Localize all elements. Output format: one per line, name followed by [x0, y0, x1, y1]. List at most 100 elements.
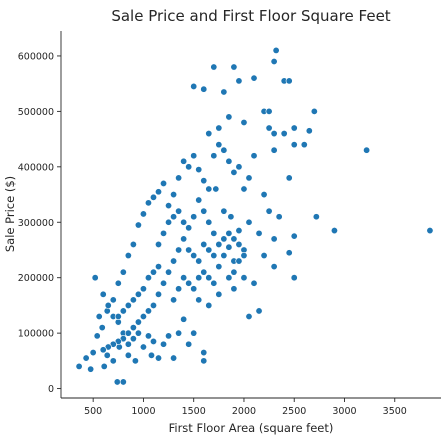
data-point — [95, 313, 103, 321]
data-point — [200, 207, 208, 215]
data-point — [180, 315, 188, 323]
data-point — [155, 240, 163, 248]
data-point — [220, 252, 228, 260]
data-point — [200, 349, 208, 357]
data-point — [195, 257, 203, 265]
data-point — [180, 157, 188, 165]
data-point — [131, 357, 139, 365]
x-tick-label: 3000 — [332, 406, 356, 417]
data-point — [235, 77, 243, 85]
data-point — [195, 196, 203, 204]
data-point — [275, 213, 283, 221]
data-point — [225, 157, 233, 165]
data-point — [165, 202, 173, 210]
y-tick-label: 100000 — [18, 329, 54, 340]
data-point — [280, 130, 288, 138]
data-point — [82, 354, 90, 362]
data-point — [149, 268, 157, 276]
data-point — [190, 152, 198, 160]
data-point — [109, 357, 117, 365]
data-point — [225, 229, 233, 237]
data-point — [235, 163, 243, 171]
data-point — [265, 207, 273, 215]
data-point — [129, 324, 137, 332]
data-point — [200, 177, 208, 185]
data-point — [240, 185, 248, 193]
data-point — [240, 274, 248, 282]
data-point — [426, 227, 434, 235]
data-point — [230, 235, 238, 243]
data-point — [200, 357, 208, 365]
data-point — [330, 227, 338, 235]
data-point — [250, 152, 258, 160]
chart-title: Sale Price and First Floor Square Feet — [111, 7, 390, 25]
data-point — [129, 335, 137, 343]
data-point — [210, 229, 218, 237]
data-point — [265, 107, 273, 115]
data-point — [245, 174, 253, 182]
data-point — [290, 141, 298, 149]
data-point — [225, 243, 233, 251]
data-point — [225, 274, 233, 282]
data-point — [290, 274, 298, 282]
data-point — [175, 207, 183, 215]
data-point — [215, 240, 223, 248]
data-point — [99, 290, 107, 298]
data-point — [285, 249, 293, 257]
data-point — [212, 185, 220, 193]
data-point — [260, 252, 268, 260]
data-point — [185, 224, 193, 232]
data-point — [220, 88, 228, 96]
data-point — [195, 274, 203, 282]
data-point — [215, 141, 223, 149]
data-points — [75, 46, 434, 386]
y-axis-label: Sale Price ($) — [3, 176, 17, 252]
data-point — [160, 179, 168, 187]
data-point — [109, 296, 117, 304]
data-point — [195, 166, 203, 174]
data-point — [124, 301, 132, 309]
data-point — [119, 378, 127, 386]
data-point — [205, 130, 213, 138]
data-point — [99, 346, 107, 354]
data-point — [220, 146, 228, 154]
data-point — [265, 124, 273, 132]
data-point — [205, 274, 213, 282]
data-point — [144, 274, 152, 282]
data-point — [147, 351, 155, 359]
data-point — [305, 127, 313, 135]
data-point — [235, 227, 243, 235]
data-point — [185, 246, 193, 254]
data-point — [190, 329, 198, 337]
data-point — [175, 174, 183, 182]
data-point — [205, 301, 213, 309]
data-point — [114, 279, 122, 287]
data-point — [290, 124, 298, 132]
data-point — [91, 274, 99, 282]
data-point — [134, 329, 142, 337]
y-tick-label: 500000 — [18, 107, 54, 118]
data-point — [113, 378, 121, 386]
data-point — [235, 257, 243, 265]
data-point — [103, 351, 111, 359]
data-point — [129, 240, 137, 248]
data-point — [180, 218, 188, 226]
data-point — [170, 257, 178, 265]
data-point — [215, 290, 223, 298]
data-point — [227, 213, 235, 221]
y-tick-label: 600000 — [18, 51, 54, 62]
x-axis-label: First Floor Area (square feet) — [169, 421, 334, 435]
data-point — [205, 246, 213, 254]
data-point — [190, 252, 198, 260]
data-point — [300, 141, 308, 149]
data-point — [195, 296, 203, 304]
data-point — [124, 351, 132, 359]
data-point — [175, 285, 183, 293]
x-tick-label: 1500 — [182, 406, 206, 417]
data-point — [285, 77, 293, 85]
data-point — [87, 365, 95, 373]
data-point — [100, 362, 108, 370]
y-ticks: 0 100000 200000 300000 400000 500000 600000 — [18, 51, 61, 395]
data-point — [220, 235, 228, 243]
